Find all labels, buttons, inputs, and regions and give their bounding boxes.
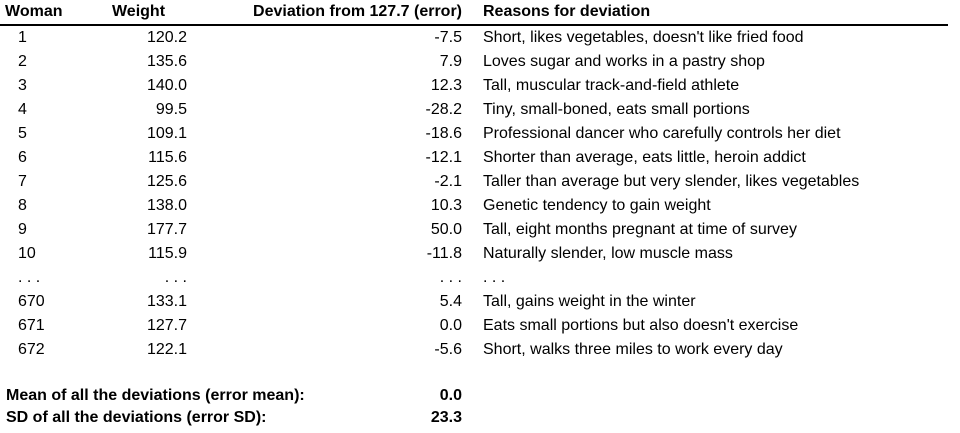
cell-weight: 138.0 [146,197,187,214]
table-row: 8 138.0 10.3 Genetic tendency to gain we… [0,194,960,218]
table-row: . . . . . . . . . . . . [0,266,960,290]
cell-reason: Taller than average but very slender, li… [483,173,860,190]
table-row: 670 133.1 5.4 Tall, gains weight in the … [0,290,960,314]
cell-woman: 10 [18,245,36,262]
table-row: 672 122.1 -5.6 Short, walks three miles … [0,338,960,362]
cell-deviation: -18.6 [425,125,462,142]
column-header-weight: Weight [111,3,166,20]
cell-weight: 133.1 [146,293,187,310]
table-body: 1 120.2 -7.5 Short, likes vegetables, do… [0,26,960,362]
cell-reason: Eats small portions but also doesn't exe… [483,317,799,334]
cell-deviation: 0.0 [439,317,462,334]
column-header-woman: Woman [5,3,63,20]
table-row: 3 140.0 12.3 Tall, muscular track-and-fi… [0,74,960,98]
summary-row-error-mean: Mean of all the deviations (error mean):… [0,385,960,407]
cell-weight: . . . [164,269,187,286]
cell-weight: 127.7 [146,317,187,334]
table-row: 5 109.1 -18.6 Professional dancer who ca… [0,122,960,146]
table-row: 10 115.9 -11.8 Naturally slender, low mu… [0,242,960,266]
cell-reason: Tall, gains weight in the winter [483,293,696,310]
header-divider-line [0,24,948,26]
summary-label-error-sd: SD of all the deviations (error SD): [6,409,267,426]
cell-reason: Tall, muscular track-and-field athlete [483,77,740,94]
footer-spacer [0,362,960,385]
cell-reason: Short, walks three miles to work every d… [483,341,783,358]
cell-deviation: -5.6 [434,341,462,358]
cell-reason: Tiny, small-boned, eats small portions [483,101,750,118]
cell-reason: Tall, eight months pregnant at time of s… [483,221,797,238]
summary-label-error-mean: Mean of all the deviations (error mean): [6,387,305,404]
cell-woman: 6 [18,149,27,166]
cell-woman: 670 [18,293,45,310]
cell-weight: 109.1 [146,125,187,142]
cell-woman: 672 [18,341,45,358]
table-row: 9 177.7 50.0 Tall, eight months pregnant… [0,218,960,242]
summary-value-error-sd: 23.3 [430,409,462,426]
cell-reason: Short, likes vegetables, doesn't like fr… [483,29,804,46]
table-header-row: Woman Weight Deviation from 127.7 (error… [0,0,960,24]
cell-reason: Naturally slender, low muscle mass [483,245,733,262]
cell-reason: Shorter than average, eats little, heroi… [483,149,806,166]
cell-deviation: 5.4 [439,293,462,310]
cell-weight: 135.6 [146,53,187,70]
cell-woman: 2 [18,53,27,70]
cell-deviation: 7.9 [439,53,462,70]
cell-woman: 7 [18,173,27,190]
cell-woman: 3 [18,77,27,94]
cell-deviation: 50.0 [430,221,462,238]
cell-reason: . . . [483,269,506,286]
summary-row-filler [462,385,960,407]
summary-row-error-sd: SD of all the deviations (error SD): 23.… [0,407,960,429]
summary-row-filler [462,407,960,429]
cell-woman: 8 [18,197,27,214]
cell-woman: 4 [18,101,27,118]
table-row: 6 115.6 -12.1 Shorter than average, eats… [0,146,960,170]
cell-reason: Loves sugar and works in a pastry shop [483,53,765,70]
cell-weight: 122.1 [146,341,187,358]
cell-weight: 99.5 [155,101,187,118]
summary-value-error-mean: 0.0 [439,387,462,404]
cell-weight: 115.6 [148,149,187,166]
cell-weight: 125.6 [146,173,187,190]
table-row: 671 127.7 0.0 Eats small portions but al… [0,314,960,338]
cell-deviation: -12.1 [425,149,462,166]
cell-deviation: . . . [439,269,462,286]
cell-weight: 140.0 [146,77,187,94]
cell-woman: 5 [18,125,27,142]
table-row: 4 99.5 -28.2 Tiny, small-boned, eats sma… [0,98,960,122]
cell-deviation: -7.5 [434,29,462,46]
cell-reason: Genetic tendency to gain weight [483,197,711,214]
cell-deviation: 12.3 [430,77,462,94]
cell-weight: 115.9 [148,245,187,262]
cell-woman: 9 [18,221,27,238]
cell-weight: 177.7 [146,221,187,238]
cell-weight: 120.2 [146,29,187,46]
column-header-reasons: Reasons for deviation [483,3,651,20]
cell-deviation: -28.2 [425,101,462,118]
cell-woman: 671 [18,317,45,334]
table-row: 2 135.6 7.9 Loves sugar and works in a p… [0,50,960,74]
cell-deviation: -11.8 [426,245,462,262]
cell-deviation: -2.1 [434,173,462,190]
table-row: 1 120.2 -7.5 Short, likes vegetables, do… [0,26,960,50]
column-header-deviation: Deviation from 127.7 (error) [253,3,462,20]
cell-deviation: 10.3 [430,197,462,214]
table-row: 7 125.6 -2.1 Taller than average but ver… [0,170,960,194]
cell-woman: 1 [18,29,27,46]
cell-woman: . . . [18,269,41,286]
cell-reason: Professional dancer who carefully contro… [483,125,841,142]
